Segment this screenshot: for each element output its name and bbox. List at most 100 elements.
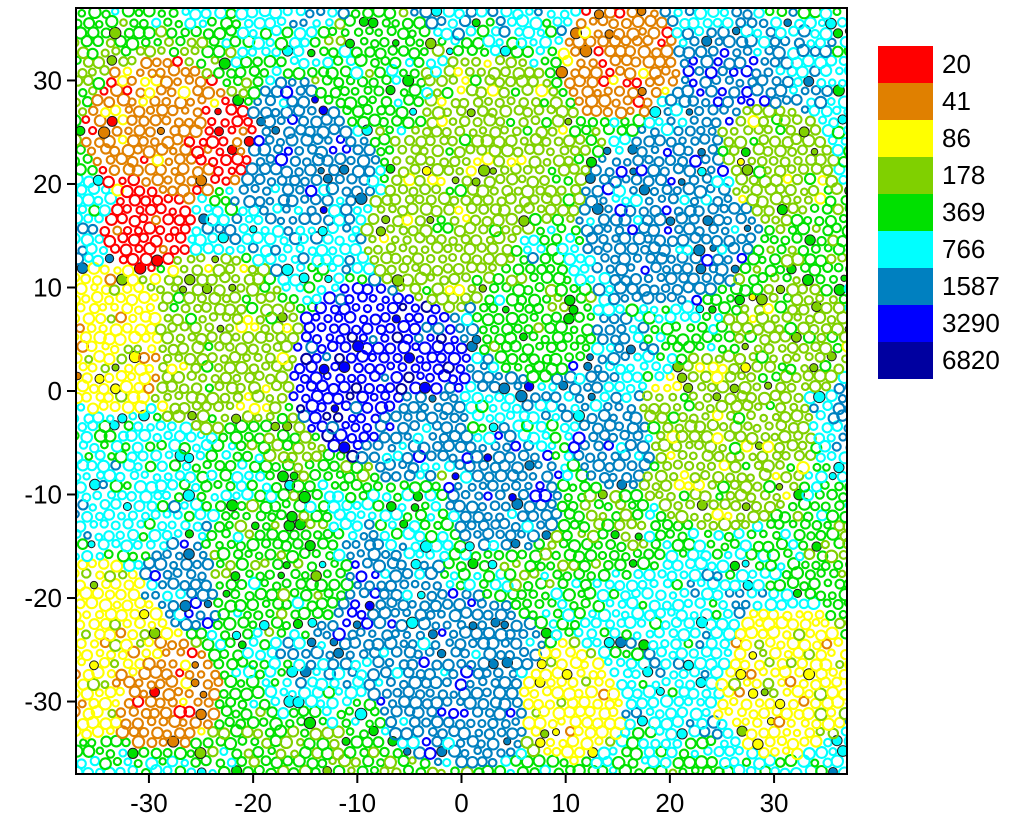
data-point [767,725,781,739]
data-point [111,125,123,137]
data-point [84,354,94,364]
data-point [563,252,577,266]
data-point [700,430,714,444]
data-point [510,87,521,97]
data-point [387,520,397,530]
data-point [204,383,215,393]
data-point [151,726,164,740]
data-point [229,174,241,186]
data-point [730,399,744,413]
data-point [417,441,431,455]
data-point [642,175,655,188]
data-point [683,164,697,178]
data-point [313,628,323,638]
data-point [163,193,174,204]
data-point [156,264,166,274]
data-point [625,637,637,649]
data-point [723,234,736,248]
data-point [316,285,327,295]
data-point [707,126,717,136]
data-point [831,222,842,234]
data-point [683,638,694,649]
data-point [311,334,323,345]
data-point [82,610,92,620]
data-point [505,686,519,700]
data-point [806,531,816,541]
data-point [599,196,608,205]
data-point [560,745,575,759]
data-point [78,361,88,372]
data-point [621,472,633,484]
data-point [172,255,183,265]
data-point [510,244,523,257]
data-point [775,65,786,76]
data-point [651,680,661,690]
data-point [86,402,100,415]
data-point [488,340,501,353]
data-point [727,202,741,215]
data-point [209,194,221,207]
data-point [773,578,787,592]
data-point [345,510,357,523]
data-point [415,355,425,364]
data-point [380,549,391,560]
data-point [374,401,389,415]
data-point [281,439,294,452]
data-point [234,66,247,79]
data-point [836,409,847,422]
data-point [712,213,725,227]
data-point [728,756,740,768]
data-point [390,507,404,521]
data-point [157,520,168,532]
data-point [459,429,474,444]
data-point [660,620,671,631]
data-point [195,610,206,621]
data-point [597,645,612,659]
data-point [636,146,648,158]
data-point [448,75,459,85]
data-point [77,699,87,709]
data-point [192,521,203,532]
data-point [668,768,678,774]
data-point [538,705,551,718]
data-point [505,56,518,69]
data-point [792,628,806,641]
data-point [492,231,506,245]
data-point [76,758,87,770]
data-point [81,492,92,503]
data-point [581,323,595,337]
data-point [191,226,202,237]
data-point [604,736,616,747]
data-point [185,390,199,404]
data-point [724,392,737,406]
data-point [614,145,624,155]
data-point [528,353,540,366]
data-point [76,282,88,296]
data-point [753,224,764,234]
data-point [504,371,519,385]
data-point [539,234,550,246]
data-point [735,78,745,88]
data-point [540,334,550,345]
data-point [80,273,92,285]
data-point [813,687,828,701]
data-point [793,155,803,166]
data-point [602,106,614,118]
data-point [706,165,716,175]
data-point [752,540,765,553]
data-point [620,531,631,542]
data-point [597,568,611,582]
data-point [629,488,644,503]
data-point [575,115,587,127]
data-point [476,756,488,768]
data-point [321,194,334,207]
data-point [597,213,611,226]
data-point [840,195,847,206]
data-point [325,650,335,660]
data-point [797,440,808,451]
data-point [562,332,574,343]
data-point [372,244,383,255]
data-point [844,381,847,392]
data-point [121,442,131,452]
data-point [589,66,603,80]
